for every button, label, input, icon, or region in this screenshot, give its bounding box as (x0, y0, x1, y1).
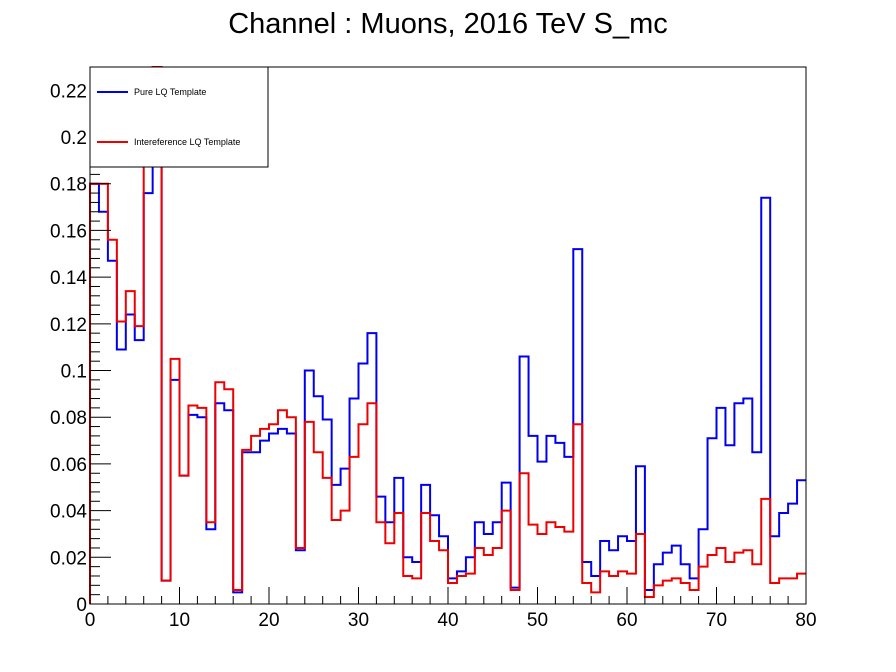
chart-title: Channel : Muons, 2016 TeV S_mc (228, 8, 668, 40)
x-tick-label: 0 (85, 610, 96, 631)
y-tick-label: 0.06 (50, 455, 87, 476)
x-tick-label: 80 (795, 610, 816, 631)
y-tick-label: 0.04 (50, 502, 87, 523)
y-tick-label: 0.18 (50, 175, 87, 196)
y-tick-label: 0.1 (61, 362, 87, 383)
series-line-2 (89, 66, 806, 604)
y-tick-label: 0.22 (50, 81, 87, 102)
x-tick-label: 50 (527, 610, 548, 631)
x-tick-label: 20 (258, 610, 279, 631)
x-tick-label: 60 (616, 610, 637, 631)
y-tick-label: 0.12 (50, 315, 87, 336)
x-tick-label: 40 (437, 610, 458, 631)
y-tick-label: 0 (76, 595, 87, 616)
legend-label-2: Intereference LQ Template (134, 137, 240, 147)
series-layer (89, 66, 806, 604)
axes-layer: 0 10 20 30 40 50 60 70 80 0 0.02 0.04 0.06 0.08 0.1 0.1… (50, 66, 817, 631)
legend-box (89, 66, 269, 168)
y-tick-label: 0.14 (50, 268, 87, 289)
legend: Pure LQ Template Intereference LQ Templat… (89, 66, 269, 168)
x-tick-label: 70 (706, 610, 727, 631)
y-tick-label: 0.16 (50, 221, 87, 242)
legend-label-1: Pure LQ Template (134, 87, 206, 97)
x-tick-label: 30 (348, 610, 369, 631)
y-tick-label: 0.02 (50, 548, 87, 569)
x-tick-label: 10 (169, 610, 190, 631)
y-tick-label: 0.2 (61, 128, 87, 149)
y-tick-label: 0.08 (50, 408, 87, 429)
